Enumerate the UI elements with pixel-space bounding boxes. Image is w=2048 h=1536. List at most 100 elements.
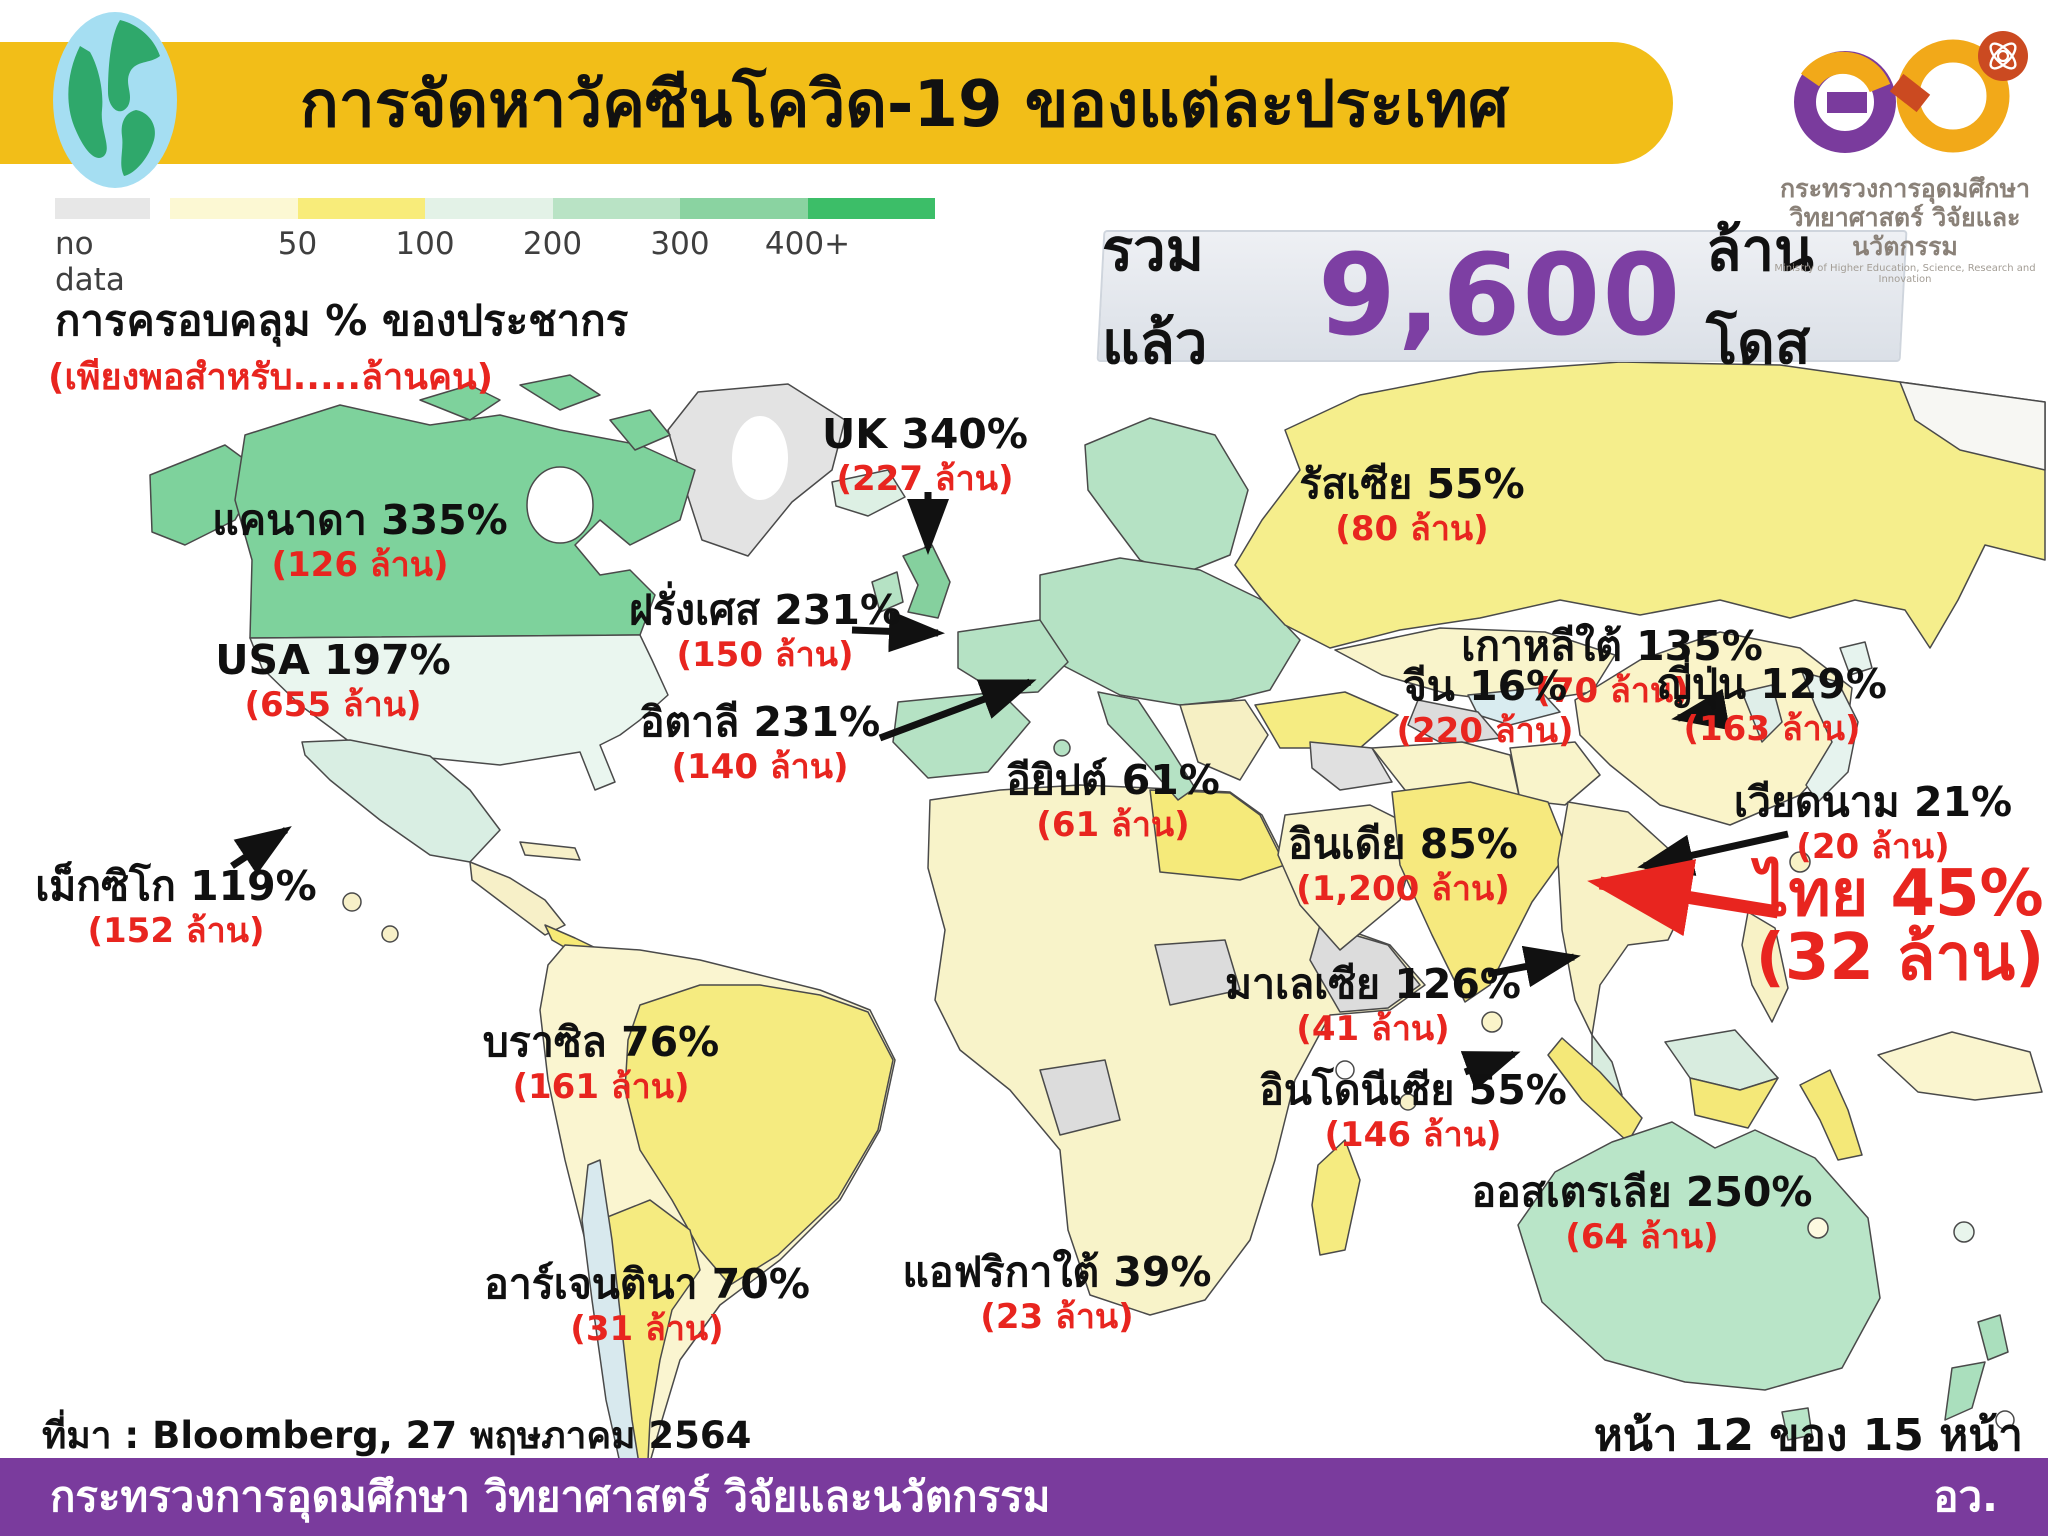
country-label-south-korea: เกาหลีใต้ 135% (70 ล้าน) <box>1461 622 1763 712</box>
italy-arrow <box>878 678 1037 742</box>
country-doses: (220 ล้าน) <box>1396 711 1574 751</box>
country-name-pct: อินโดนีเซีย 55% <box>1259 1066 1567 1114</box>
country-name-pct: อิตาลี 231% <box>639 698 881 746</box>
country-name-pct: เม็กซิโก 119% <box>35 862 317 910</box>
logo-text-line1: กระทรวงการอุดมศึกษา <box>1780 174 2030 203</box>
country-name-pct: ฝรั่งเศส 231% <box>628 586 902 634</box>
logo-text-line2: วิทยาศาสตร์ วิจัยและนวัตกรรม <box>1789 203 2021 261</box>
malaysia-arrow <box>1487 945 1581 988</box>
coverage-subtitle: การครอบคลุม % ของประชากร <box>55 296 629 345</box>
map-alaska <box>149 444 263 546</box>
country-doses: (227 ล้าน) <box>836 459 1014 499</box>
country-doses: (80 ล้าน) <box>1335 509 1489 549</box>
country-name-pct: บราซิล 76% <box>482 1018 720 1066</box>
country-name-pct: USA 197% <box>215 636 451 684</box>
page-indicator: หน้า 12 ของ 15 หน้า <box>1593 1410 2023 1461</box>
country-label-malaysia: มาเลเซีย 126% (41 ล้าน) <box>1225 960 1521 1050</box>
country-name-pct: ไทย 45% <box>1756 857 2044 931</box>
country-label-japan: ญี่ปุ่น 129% (163 ล้าน) <box>1657 660 1887 750</box>
legend-tick-100: 100 <box>395 226 455 262</box>
country-label-usa: USA 197% (655 ล้าน) <box>215 636 451 726</box>
map-italy <box>1097 691 1196 801</box>
country-label-uk: UK 340% (227 ล้าน) <box>822 412 1028 500</box>
country-label-indonesia: อินโดนีเซีย 55% (146 ล้าน) <box>1259 1066 1567 1156</box>
country-name-pct: อินเดีย 85% <box>1288 820 1518 868</box>
mhesi-logo-icon <box>1794 31 2028 153</box>
country-name-pct: จีน 16% <box>1402 662 1568 710</box>
legend-tick-50: 50 <box>277 226 318 262</box>
country-doses: (70 ล้าน) <box>1535 671 1689 711</box>
globe-icon <box>53 12 177 188</box>
legend-swatch-no-data <box>55 198 150 219</box>
country-name-pct: รัสเซีย 55% <box>1299 460 1525 508</box>
country-name-pct: แคนาดา 335% <box>212 496 508 544</box>
country-doses: (163 ล้าน) <box>1683 709 1861 749</box>
country-doses: (146 ล้าน) <box>1324 1115 1502 1155</box>
map-japan <box>1801 671 1859 803</box>
country-label-vietnam: เวียดนาม 21% (20 ล้าน) <box>1733 778 2013 868</box>
france-arrow <box>851 610 945 653</box>
footer-bar: กระทรวงการอุดมศึกษา วิทยาศาสตร์ วิจัยและ… <box>0 1458 2048 1536</box>
country-label-egypt: อียิปต์ 61% (61 ล้าน) <box>1006 756 1220 846</box>
country-doses: (126 ล้าน) <box>271 545 449 585</box>
indonesia-arrow <box>1460 1050 1521 1091</box>
country-doses: (140 ล้าน) <box>671 747 849 787</box>
country-doses: (150 ล้าน) <box>676 635 854 675</box>
map-brazil <box>624 984 894 1286</box>
header-bar <box>0 42 1673 164</box>
country-doses: (41 ล้าน) <box>1296 1009 1450 1049</box>
thailand-arrow <box>1587 859 1780 937</box>
map-russia <box>1234 361 2046 649</box>
country-label-india: อินเดีย 85% (1,200 ล้าน) <box>1288 820 1518 910</box>
legend-tick-300: 300 <box>650 226 710 262</box>
map-france <box>957 619 1069 695</box>
page-title: การจัดหาวัคซีนโควิด-19 ของแต่ละประเทศ <box>300 68 1509 142</box>
country-name-pct: เกาหลีใต้ 135% <box>1461 622 1763 670</box>
map-africa <box>927 784 1426 1316</box>
logo-text-line3: Ministry of Higher Education, Science, R… <box>1774 263 2036 285</box>
country-name-pct: อียิปต์ 61% <box>1006 756 1220 804</box>
country-doses: (1,200 ล้าน) <box>1296 869 1510 909</box>
country-name-pct: แอฟริกาใต้ 39% <box>902 1248 1212 1296</box>
country-doses: (23 ล้าน) <box>980 1297 1134 1337</box>
map-usa <box>249 634 669 791</box>
country-doses: (32 ล้าน) <box>1755 921 2045 995</box>
country-label-china: จีน 16% (220 ล้าน) <box>1396 662 1574 752</box>
country-label-south-africa: แอฟริกาใต้ 39% (23 ล้าน) <box>902 1248 1212 1338</box>
map-korea <box>1741 684 1783 743</box>
country-name-pct: ญี่ปุ่น 129% <box>1657 660 1887 708</box>
map-india <box>1391 781 1569 1003</box>
country-label-france: ฝรั่งเศส 231% (150 ล้าน) <box>628 586 902 676</box>
country-name-pct: อาร์เจนตินา 70% <box>484 1260 810 1308</box>
total-prefix: รวมแล้ว <box>1102 216 1208 377</box>
legend-swatch-4 <box>680 198 808 219</box>
legend-tick-200: 200 <box>522 226 583 262</box>
footer-abbreviation: อว. <box>1933 1472 1998 1521</box>
country-label-argentina: อาร์เจนตินา 70% (31 ล้าน) <box>484 1260 810 1350</box>
legend-swatch-5 <box>807 198 935 219</box>
country-label-russia: รัสเซีย 55% (80 ล้าน) <box>1299 460 1525 550</box>
country-label-mexico: เม็กซิโก 119% (152 ล้าน) <box>35 862 317 952</box>
country-doses: (31 ล้าน) <box>570 1309 724 1349</box>
country-doses: (64 ล้าน) <box>1565 1217 1719 1257</box>
country-doses: (161 ล้าน) <box>512 1067 690 1107</box>
coverage-subtitle-note: (เพียงพอสำหรับ.....ล้านคน) <box>48 357 494 398</box>
country-doses: (655 ล้าน) <box>244 685 422 725</box>
legend-swatch-1 <box>297 198 425 219</box>
country-name-pct: ออสเตรเลีย 250% <box>1471 1168 1813 1216</box>
atom-icon <box>1978 31 2028 81</box>
country-label-brazil: บราซิล 76% (161 ล้าน) <box>482 1018 720 1108</box>
ministry-logo: กระทรวงการอุดมศึกษา วิทยาศาสตร์ วิจัยและ… <box>1770 30 2040 285</box>
country-name-pct: มาเลเซีย 126% <box>1225 960 1521 1008</box>
legend-tick-400+: 400+ <box>764 226 851 262</box>
source-note: ที่มา : Bloomberg, 27 พฤษภาคม 2564 <box>42 1414 752 1457</box>
mexico-arrow <box>230 826 292 875</box>
map-australia <box>1517 1121 1881 1391</box>
country-doses: (61 ล้าน) <box>1036 805 1190 845</box>
legend-swatch-3 <box>552 198 680 219</box>
japan-arrow <box>1671 688 1730 731</box>
country-name-pct: เวียดนาม 21% <box>1733 778 2013 826</box>
